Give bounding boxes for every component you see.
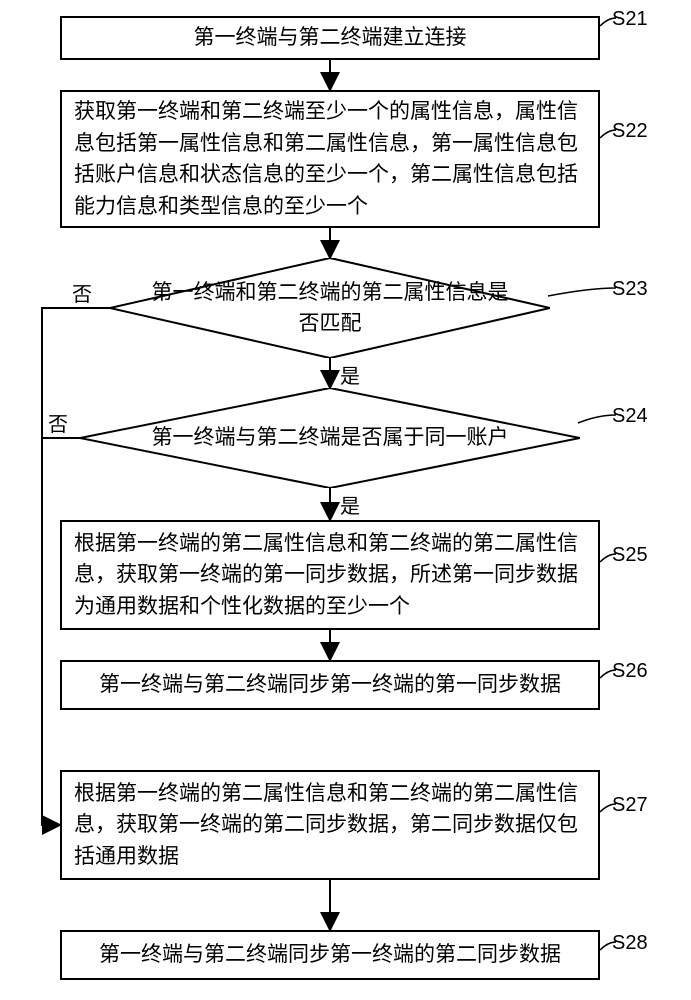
step-s22-box: 获取第一终端和第二终端至少一个的属性信息，属性信息包括第一属性信息和第二属性信息…	[60, 90, 600, 228]
step-s26-label: S26	[612, 660, 648, 683]
step-s23-text: 第一终端和第二终端的第二属性信息是否匹配	[150, 277, 510, 340]
s23-no-label: 否	[72, 278, 92, 307]
step-s26-box: 第一终端与第二终端同步第一终端的第一同步数据	[60, 660, 600, 710]
s24-no-label: 否	[48, 408, 68, 437]
step-s21-box: 第一终端与第二终端建立连接	[60, 16, 600, 60]
s23-yes-label: 是	[340, 360, 360, 389]
step-s21-label: S21	[612, 8, 648, 31]
s24-yes-label: 是	[340, 490, 360, 519]
step-s25-box: 根据第一终端的第二属性信息和第二终端的第二属性信息，获取第一终端的第一同步数据，…	[60, 520, 600, 630]
step-s26-text: 第一终端与第二终端同步第一终端的第一同步数据	[99, 669, 561, 701]
step-s28-label: S28	[612, 932, 648, 955]
step-s28-text: 第一终端与第二终端同步第一终端的第二同步数据	[99, 939, 561, 971]
step-s27-label: S27	[612, 794, 648, 817]
step-s22-text: 获取第一终端和第二终端至少一个的属性信息，属性信息包括第一属性信息和第二属性信息…	[74, 96, 586, 222]
step-s24-text: 第一终端与第二终端是否属于同一账户	[152, 422, 509, 454]
step-s25-label: S25	[612, 544, 648, 567]
step-s24-diamond: 第一终端与第二终端是否属于同一账户	[80, 388, 580, 488]
step-s27-text: 根据第一终端的第二属性信息和第二终端的第二属性信息，获取第一终端的第二同步数据，…	[74, 778, 586, 873]
step-s23-label: S23	[612, 278, 648, 301]
flowchart-canvas: 第一终端与第二终端建立连接 S21 获取第一终端和第二终端至少一个的属性信息，属…	[0, 0, 691, 1000]
step-s28-box: 第一终端与第二终端同步第一终端的第二同步数据	[60, 930, 600, 980]
step-s24-label: S24	[612, 405, 648, 428]
step-s25-text: 根据第一终端的第二属性信息和第二终端的第二属性信息，获取第一终端的第一同步数据，…	[74, 528, 586, 623]
step-s27-box: 根据第一终端的第二属性信息和第二终端的第二属性信息，获取第一终端的第二同步数据，…	[60, 770, 600, 880]
step-s21-text: 第一终端与第二终端建立连接	[194, 22, 467, 54]
step-s22-label: S22	[612, 120, 648, 143]
step-s23-diamond: 第一终端和第二终端的第二属性信息是否匹配	[110, 258, 550, 358]
